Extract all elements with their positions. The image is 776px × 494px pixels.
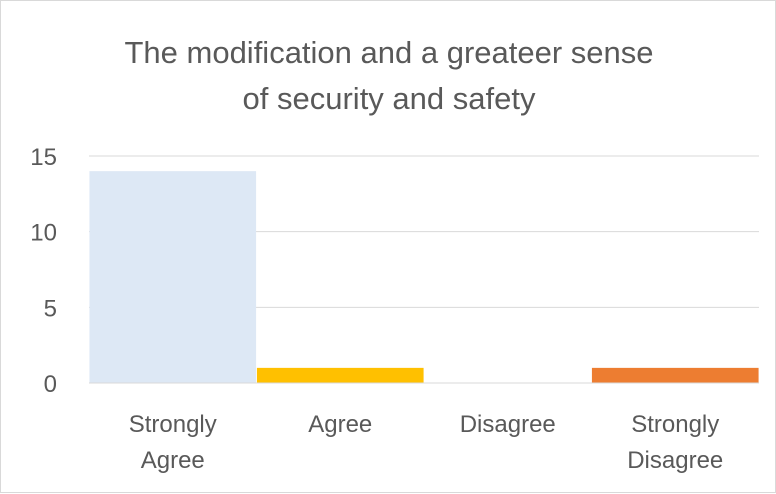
- x-category-label: Disagree: [627, 447, 723, 474]
- x-category-label: Agree: [308, 411, 372, 438]
- x-category-label: Strongly: [129, 411, 217, 438]
- chart-title: The modification and a greateer sense of …: [124, 35, 653, 116]
- x-category-label: Agree: [141, 447, 205, 474]
- x-category-label: Strongly: [631, 411, 719, 438]
- chart-title-line-1: The modification and a greateer sense: [124, 35, 653, 70]
- x-category-label: Disagree: [460, 411, 556, 438]
- y-tick-label: 5: [44, 295, 57, 322]
- bar-0: [89, 171, 257, 383]
- y-tick-label: 15: [30, 144, 57, 171]
- chart-title-line-2: of security and safety: [243, 81, 536, 116]
- bar-3: [591, 367, 759, 383]
- x-axis-categories: Strongly Agree Agree Disagree Strongly Disagr…: [129, 411, 724, 474]
- bars: [89, 171, 759, 383]
- y-tick-label: 10: [30, 220, 57, 247]
- y-tick-label: 0: [44, 371, 57, 398]
- y-axis-ticks: 0 5 10 15: [30, 144, 57, 398]
- bar-1: [256, 367, 424, 383]
